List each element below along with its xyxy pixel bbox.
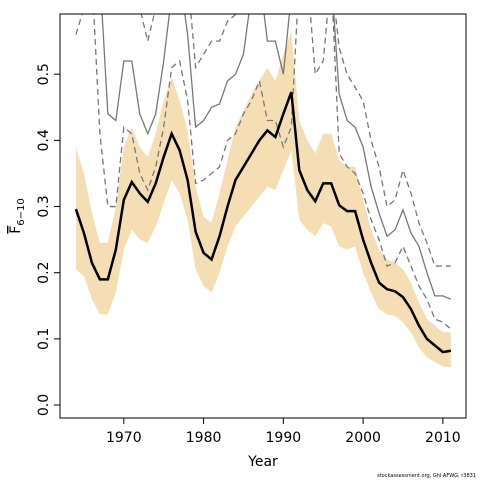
y-tick-label: 0.3	[36, 195, 52, 217]
y-tick-label: 0.1	[36, 328, 52, 350]
y-label-sub: 6−10	[16, 198, 27, 225]
y-tick-label: 0.5	[36, 63, 52, 85]
x-tick-label: 2000	[345, 430, 381, 446]
y-tick-label: 0.2	[36, 262, 52, 284]
y-axis-label: F6−10	[8, 198, 27, 234]
x-tick-label: 1990	[266, 430, 302, 446]
y-tick-label: 0.4	[36, 129, 52, 151]
plot-frame	[59, 13, 467, 419]
x-axis-label: Year	[247, 454, 278, 470]
footnote: stockassessment.org, Ghl AFWG, r3831	[377, 473, 476, 479]
y-tick-label: 0.0	[36, 394, 52, 416]
series-line	[93, 14, 452, 330]
confidence-band	[75, 31, 451, 368]
x-tick-label: 1970	[106, 430, 142, 446]
y-label-main: F	[8, 226, 24, 234]
series-line	[74, 91, 452, 354]
x-tick-label: 2010	[425, 430, 461, 446]
series-line	[101, 14, 452, 300]
x-tick-label: 1980	[186, 430, 222, 446]
plot-area	[74, 14, 452, 368]
